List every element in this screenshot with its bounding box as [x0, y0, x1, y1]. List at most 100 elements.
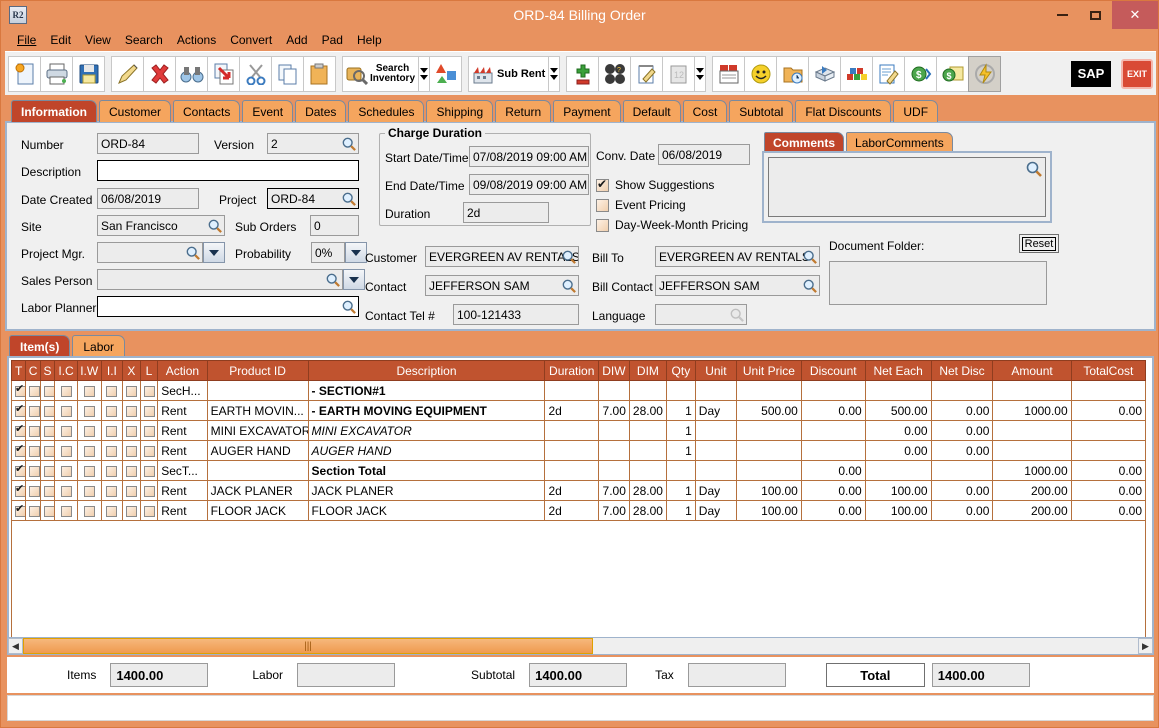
notepad-edit-button[interactable] — [630, 55, 664, 92]
column-header-dim[interactable]: DIM — [628, 360, 667, 381]
checkbox-icon[interactable] — [126, 425, 138, 437]
duration-input[interactable]: 2d — [463, 202, 549, 223]
cell-discount[interactable] — [800, 420, 866, 441]
scrollbar-thumb[interactable]: ||| — [23, 638, 593, 654]
flash-button[interactable] — [968, 55, 1002, 92]
checkbox-icon[interactable] — [60, 505, 72, 517]
cell-description[interactable]: Section Total — [307, 460, 546, 481]
column-header-i-i[interactable]: I.I — [100, 360, 124, 381]
money-transfer-button[interactable]: $ — [904, 55, 938, 92]
cell-action[interactable]: Rent — [157, 440, 208, 461]
database-button[interactable] — [840, 55, 874, 92]
cell-total-cost[interactable] — [1070, 440, 1147, 461]
column-header-unit-price[interactable]: Unit Price — [735, 360, 802, 381]
description-input[interactable] — [97, 160, 359, 181]
row-checkbox-cell[interactable] — [54, 400, 78, 421]
cube-shapes-button[interactable] — [429, 55, 463, 92]
copy-button[interactable] — [271, 55, 304, 92]
tab-labor[interactable]: Labor — [72, 335, 126, 357]
search-icon-bill-to[interactable] — [803, 250, 817, 264]
menu-edit[interactable]: Edit — [43, 31, 78, 49]
row-checkbox-cell[interactable] — [100, 380, 124, 401]
column-header-unit[interactable]: Unit — [694, 360, 737, 381]
cell-product-id[interactable] — [206, 460, 309, 481]
column-header-qty[interactable]: Qty — [665, 360, 696, 381]
probability-dropdown[interactable] — [345, 242, 367, 263]
cell-product-id[interactable]: EARTH MOVIN... — [206, 400, 309, 421]
checkbox-checked-icon[interactable] — [15, 502, 25, 517]
cell-duration[interactable] — [544, 460, 599, 481]
search-inventory-button[interactable]: Search Inventory — [342, 55, 420, 92]
cell-discount[interactable]: 0.00 — [800, 500, 866, 521]
checkbox-checked-icon[interactable] — [15, 382, 25, 397]
row-checkbox-cell[interactable] — [39, 460, 56, 481]
show-suggestions-checkbox[interactable] — [596, 177, 609, 192]
probability-input[interactable]: 0% — [311, 242, 345, 263]
row-checkbox-cell[interactable] — [76, 480, 102, 501]
cell-qty[interactable]: 1 — [665, 420, 696, 441]
cell-action[interactable]: Rent — [157, 500, 208, 521]
checkbox-icon[interactable] — [143, 385, 155, 397]
cell-net-each[interactable] — [864, 380, 932, 401]
cell-net-disc[interactable]: 0.00 — [930, 440, 994, 461]
checkbox-icon[interactable] — [126, 385, 138, 397]
close-button[interactable]: ✕ — [1112, 1, 1158, 29]
checkbox-icon[interactable] — [29, 465, 40, 477]
cell-diw[interactable] — [597, 440, 630, 461]
cell-diw[interactable]: 7.00 — [597, 480, 630, 501]
tab-event[interactable]: Event — [242, 100, 294, 122]
row-checkbox-cell[interactable] — [25, 460, 41, 481]
row-checkbox-cell[interactable] — [139, 380, 159, 401]
version-input[interactable]: 2 — [267, 133, 359, 154]
cell-dim[interactable] — [628, 460, 667, 481]
copy-document-button[interactable] — [207, 55, 240, 92]
row-checkbox-cell[interactable] — [139, 400, 159, 421]
cell-unit-price[interactable] — [735, 460, 802, 481]
checkbox-icon[interactable] — [29, 405, 40, 417]
row-checkbox-cell[interactable] — [54, 500, 78, 521]
site-input[interactable]: San Francisco — [97, 215, 225, 236]
scroll-right-arrow[interactable]: ▶ — [1138, 638, 1153, 654]
cell-qty[interactable]: 1 — [665, 400, 696, 421]
cell-product-id[interactable] — [206, 380, 309, 401]
cell-duration[interactable]: 2d — [544, 480, 599, 501]
cell-dim[interactable] — [628, 440, 667, 461]
cell-net-disc[interactable]: 0.00 — [930, 500, 994, 521]
menu-view[interactable]: View — [78, 31, 118, 49]
tab-comments[interactable]: Comments — [764, 132, 845, 152]
row-checkbox-cell[interactable] — [122, 480, 141, 501]
box-arrow-button[interactable] — [808, 55, 842, 92]
checkbox-icon[interactable] — [106, 465, 118, 477]
total-button[interactable]: Total — [825, 663, 925, 687]
checkbox-icon[interactable] — [60, 485, 72, 497]
row-checkbox-cell[interactable] — [10, 420, 27, 441]
checkbox-icon[interactable] — [83, 485, 95, 497]
cell-dim[interactable]: 28.00 — [628, 500, 667, 521]
checkbox-checked-icon[interactable] — [15, 422, 25, 437]
checkbox-icon[interactable] — [43, 485, 54, 497]
cell-net-each[interactable]: 100.00 — [864, 500, 932, 521]
cell-unit-price[interactable]: 100.00 — [735, 480, 802, 501]
checkbox-icon[interactable] — [43, 505, 54, 517]
cell-qty[interactable]: 1 — [665, 500, 696, 521]
bill-to-input[interactable]: EVERGREEN AV RENTALS — [655, 246, 820, 267]
checkbox-icon[interactable] — [83, 385, 95, 397]
row-checkbox-cell[interactable] — [100, 400, 124, 421]
checkbox-checked-icon[interactable] — [15, 482, 25, 497]
cell-description[interactable]: MINI EXCAVATOR — [307, 420, 546, 441]
cut-button[interactable] — [239, 55, 272, 92]
checkbox-icon[interactable] — [106, 505, 118, 517]
row-checkbox-cell[interactable] — [122, 400, 141, 421]
cell-description[interactable]: - EARTH MOVING EQUIPMENT — [307, 400, 546, 421]
column-header-diw[interactable]: DIW — [597, 360, 630, 381]
row-checkbox-cell[interactable] — [76, 420, 102, 441]
checkbox-icon[interactable] — [106, 445, 118, 457]
cell-unit-price[interactable] — [735, 440, 802, 461]
cell-duration[interactable]: 2d — [544, 500, 599, 521]
checkbox-icon[interactable] — [143, 405, 155, 417]
column-header-i-w[interactable]: I.W — [76, 360, 102, 381]
row-checkbox-cell[interactable] — [76, 380, 102, 401]
